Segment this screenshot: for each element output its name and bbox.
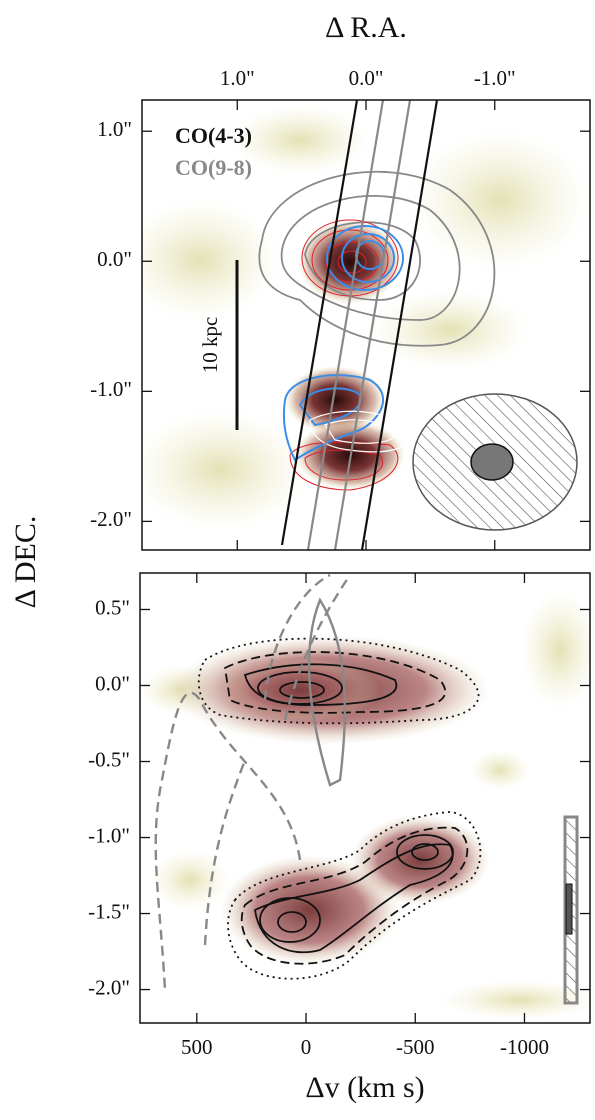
y-tick-label: 0.5" bbox=[95, 595, 130, 619]
y-tick-label: -1.5" bbox=[88, 899, 130, 923]
y-tick-label: -2.0" bbox=[88, 975, 130, 999]
scale-label: 10 kpc bbox=[198, 317, 222, 374]
y-tick-label: -0.5" bbox=[88, 747, 130, 771]
x-tick-label: 0.0" bbox=[349, 66, 384, 90]
x-tick-label: 500 bbox=[181, 1035, 213, 1059]
legend-label: CO(9-8) bbox=[175, 155, 252, 180]
y-tick-label: -2.0" bbox=[90, 507, 132, 531]
y-tick-label: -1.0" bbox=[90, 377, 132, 401]
x-tick-label: -1.0" bbox=[474, 66, 516, 90]
x-tick-label: -1000 bbox=[500, 1035, 549, 1059]
legend-label: CO(4-3) bbox=[175, 123, 252, 148]
map-image bbox=[142, 100, 590, 550]
y-tick-label: 0.0" bbox=[97, 247, 132, 271]
y-axis-label: Δ DEC. bbox=[9, 516, 42, 609]
y-tick-label: 1.0" bbox=[97, 117, 132, 141]
x-tick-label: 0 bbox=[301, 1035, 312, 1059]
x-axis-label: Δ R.A. bbox=[325, 11, 407, 44]
y-tick-label: -1.0" bbox=[88, 823, 130, 847]
x-tick-label: -500 bbox=[396, 1035, 435, 1059]
y-tick-label: 0.0" bbox=[95, 671, 130, 695]
x-axis-label: ΔvQSO (km s−1) bbox=[305, 1071, 424, 1104]
pv-image bbox=[140, 573, 590, 1020]
axes-frame bbox=[139, 572, 591, 1024]
x-tick-label: 1.0" bbox=[220, 66, 255, 90]
